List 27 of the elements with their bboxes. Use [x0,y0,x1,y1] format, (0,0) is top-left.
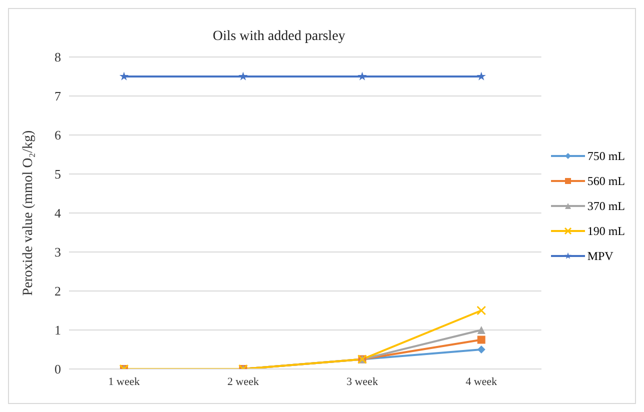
y-tick-label: 6 [54,128,62,143]
x-tick-label: 2 week [227,376,260,388]
legend-label: 370 mL [587,198,625,214]
x-tick-label: 3 week [346,376,378,388]
y-tick-label: 0 [54,362,61,377]
legend-label: MPV [587,248,614,264]
x-tick-label: 4 week [466,376,498,388]
chart-title: Oils with added parsley [212,29,346,45]
point [476,72,486,80]
legend-label: 190 mL [587,224,625,238]
point [477,336,486,344]
point [238,72,248,80]
legend-label: 750 mL [587,148,625,164]
y-tick-label: 1 [54,322,61,338]
y-tick-label: 8 [54,50,61,65]
y-tick-label: 2 [54,284,61,299]
legend-label: 560 mL [587,174,625,188]
y-tick-label: 4 [54,206,62,221]
y-tick-label: 7 [54,88,62,104]
point [477,346,486,354]
point [476,306,486,316]
y-tick-label: 3 [54,244,61,260]
point [119,72,129,80]
y-tick-label: 5 [54,166,61,182]
point [358,72,367,80]
x-tick-label: 1 week [108,376,140,388]
y-axis-title: Peroxide value (mmol O₂/kg) [20,130,36,296]
